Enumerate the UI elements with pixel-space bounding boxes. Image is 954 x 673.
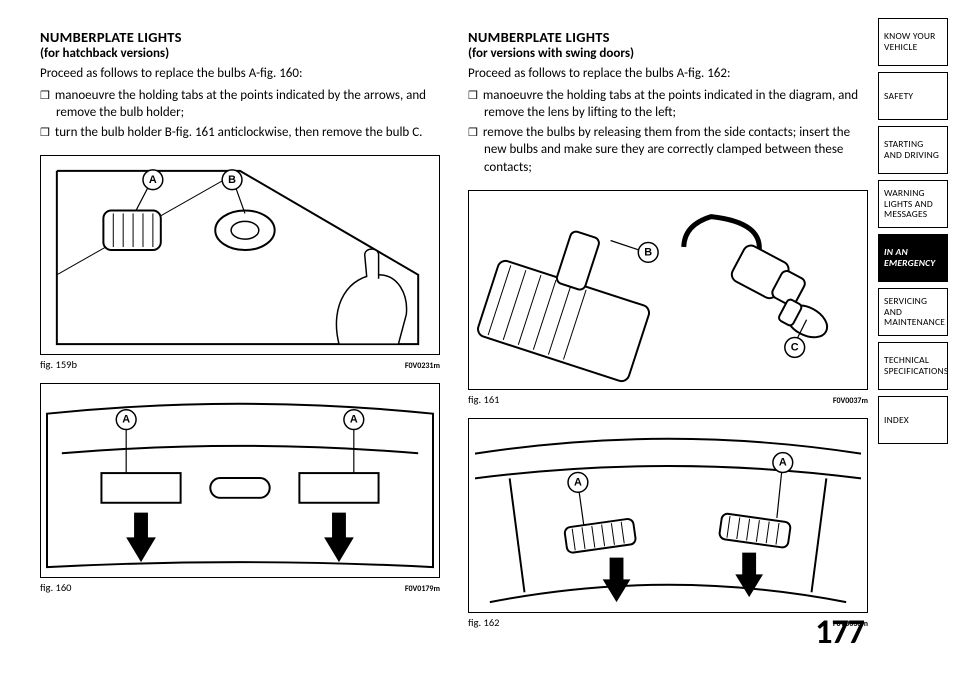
fig159b-code: F0V0231m bbox=[405, 361, 440, 371]
fig162-caption: fig. 162 bbox=[468, 616, 500, 629]
figure-161-svg: B C bbox=[469, 191, 867, 389]
fig162-label-a1: A bbox=[574, 477, 582, 489]
tab-label: KNOW YOUR VEHICLE bbox=[884, 31, 942, 53]
tab-index[interactable]: INDEX bbox=[878, 396, 948, 444]
tab-starting-driving[interactable]: STARTING AND DRIVING bbox=[878, 126, 948, 174]
tab-in-an-emergency[interactable]: IN AN EMERGENCY bbox=[878, 234, 948, 282]
page: NUMBERPLATE LIGHTS (for hatchback versio… bbox=[0, 0, 954, 673]
fig162-label-a2: A bbox=[779, 457, 787, 469]
tab-servicing[interactable]: SERVICING AND MAINTENANCE bbox=[878, 288, 948, 336]
figure-159b-svg: A B bbox=[41, 156, 439, 354]
tab-label: IN AN EMERGENCY bbox=[884, 247, 942, 269]
fig161-caption: fig. 161 bbox=[468, 393, 500, 406]
right-column: NUMBERPLATE LIGHTS (for versions with sw… bbox=[468, 28, 868, 673]
tab-label: STARTING AND DRIVING bbox=[884, 139, 942, 161]
left-step-1: manoeuvre the holding tabs at the points… bbox=[40, 87, 440, 122]
fig159b-caption-row: fig. 159b F0V0231m bbox=[40, 358, 440, 371]
fig160-label-a2: A bbox=[350, 414, 358, 426]
right-step-2: remove the bulbs by releasing them from … bbox=[468, 124, 868, 177]
tab-warning-lights[interactable]: WARNING LIGHTS AND MESSAGES bbox=[878, 180, 948, 228]
left-heading: NUMBERPLATE LIGHTS bbox=[40, 28, 440, 46]
left-step-2: turn the bulb holder B-fig. 161 anticloc… bbox=[40, 124, 440, 142]
left-column: NUMBERPLATE LIGHTS (for hatchback versio… bbox=[40, 28, 440, 673]
figure-160-svg: A A bbox=[41, 384, 439, 577]
fig160-caption: fig. 160 bbox=[40, 581, 72, 594]
figure-159b: A B bbox=[40, 155, 440, 355]
figure-161: B C bbox=[468, 190, 868, 390]
fig159b-label-a: A bbox=[149, 174, 157, 186]
tab-label: TECHNICAL SPECIFICATIONS bbox=[884, 355, 948, 377]
tab-label: SERVICING AND MAINTENANCE bbox=[884, 296, 945, 329]
left-steps: manoeuvre the holding tabs at the points… bbox=[40, 87, 440, 144]
fig161-label-c: C bbox=[791, 342, 799, 354]
fig162-caption-row: fig. 162 F0V0036m bbox=[468, 616, 868, 629]
figure-160: A A bbox=[40, 383, 440, 578]
right-intro: Proceed as follows to replace the bulbs … bbox=[468, 65, 868, 83]
fig161-label-b: B bbox=[644, 247, 652, 259]
sidebar-tabs: KNOW YOUR VEHICLE SAFETY STARTING AND DR… bbox=[878, 0, 954, 673]
page-number: 177 bbox=[815, 612, 864, 653]
tab-safety[interactable]: SAFETY bbox=[878, 72, 948, 120]
left-subheading: (for hatchback versions) bbox=[40, 46, 440, 61]
fig160-caption-row: fig. 160 F0V0179m bbox=[40, 581, 440, 594]
right-heading: NUMBERPLATE LIGHTS bbox=[468, 28, 868, 46]
fig161-caption-row: fig. 161 F0V0037m bbox=[468, 393, 868, 406]
fig160-code: F0V0179m bbox=[405, 584, 440, 594]
fig159b-caption: fig. 159b bbox=[40, 358, 77, 371]
tab-label: SAFETY bbox=[884, 91, 913, 102]
main-content: NUMBERPLATE LIGHTS (for hatchback versio… bbox=[0, 0, 878, 673]
tab-know-vehicle[interactable]: KNOW YOUR VEHICLE bbox=[878, 18, 948, 66]
figure-162-svg: A A bbox=[469, 419, 867, 612]
fig159b-label-b: B bbox=[228, 174, 236, 186]
right-steps: manoeuvre the holding tabs at the points… bbox=[468, 87, 868, 179]
right-step-1: manoeuvre the holding tabs at the points… bbox=[468, 87, 868, 122]
right-subheading: (for versions with swing doors) bbox=[468, 46, 868, 61]
fig160-label-a1: A bbox=[122, 414, 130, 426]
left-intro: Proceed as follows to replace the bulbs … bbox=[40, 65, 440, 83]
figure-162: A A bbox=[468, 418, 868, 613]
fig161-code: F0V0037m bbox=[833, 396, 868, 406]
tab-label: INDEX bbox=[884, 415, 909, 426]
tab-tech-specs[interactable]: TECHNICAL SPECIFICATIONS bbox=[878, 342, 948, 390]
tab-label: WARNING LIGHTS AND MESSAGES bbox=[884, 188, 942, 221]
